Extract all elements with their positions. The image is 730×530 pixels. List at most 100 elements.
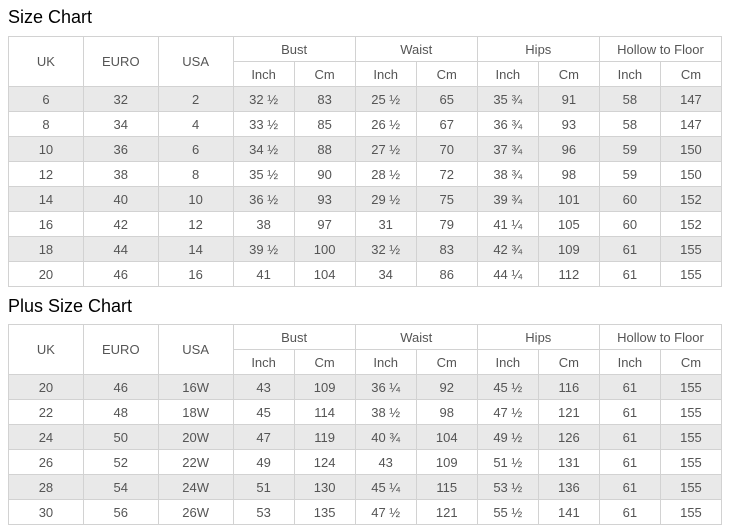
- table-cell: 90: [293, 161, 356, 187]
- table-cell: 109: [293, 374, 356, 400]
- table-cell: 24: [8, 424, 84, 450]
- table-cell: 6: [157, 136, 234, 162]
- table-cell: 116: [537, 374, 600, 400]
- table-cell: 45 ¼: [354, 474, 417, 500]
- table-cell: 56: [82, 499, 159, 525]
- table-cell: 124: [293, 449, 356, 475]
- table-cell: 61: [598, 499, 661, 525]
- column-header: USA: [157, 324, 234, 375]
- table-cell: 46: [82, 374, 159, 400]
- table-cell: 44 ¼: [476, 261, 539, 287]
- table-cell: 20W: [157, 424, 234, 450]
- table-row: 16 42 12 38 97 31 79 41 ¼ 105 60 152: [8, 211, 723, 237]
- table-cell: 104: [293, 261, 356, 287]
- table-cell: 67: [415, 111, 478, 137]
- table-cell: 38 ¾: [476, 161, 539, 187]
- table-cell: 45 ½: [476, 374, 539, 400]
- size-chart-section: Size Chart UK EURO USA Bust Waist Hips Hollow …: [8, 7, 723, 287]
- table-cell: 33 ½: [232, 111, 295, 137]
- column-subheader: Inch: [232, 349, 295, 375]
- column-subheader: Inch: [598, 61, 661, 87]
- table-cell: 10: [157, 186, 234, 212]
- table-body: 20 46 16W 43 109 36 ¼ 92 45 ½ 116 61 155 22 48 18W 45 1…: [8, 374, 723, 525]
- table-cell: 126: [537, 424, 600, 450]
- table-cell: 152: [659, 186, 723, 212]
- column-subheader: Inch: [476, 349, 539, 375]
- column-header: UK: [8, 324, 84, 375]
- table-row: 12 38 8 35 ½ 90 28 ½ 72 38 ¾ 98 59 150: [8, 161, 723, 187]
- table-cell: 32 ½: [232, 86, 295, 112]
- table-cell: 35 ¾: [476, 86, 539, 112]
- table-cell: 34: [354, 261, 417, 287]
- table-cell: 47: [232, 424, 295, 450]
- table-cell: 147: [659, 111, 723, 137]
- table-cell: 75: [415, 186, 478, 212]
- table-cell: 55 ½: [476, 499, 539, 525]
- table-cell: 27 ½: [354, 136, 417, 162]
- table-cell: 14: [8, 186, 84, 212]
- table-cell: 92: [415, 374, 478, 400]
- plus-size-chart-title: Plus Size Chart: [8, 296, 133, 316]
- table-cell: 155: [659, 499, 723, 525]
- table-cell: 98: [415, 399, 478, 425]
- table-cell: 65: [415, 86, 478, 112]
- table-cell: 16: [8, 211, 84, 237]
- table-cell: 61: [598, 374, 661, 400]
- table-cell: 26W: [157, 499, 234, 525]
- table-cell: 105: [537, 211, 600, 237]
- table-cell: 48: [82, 399, 159, 425]
- column-subheader: Cm: [537, 349, 600, 375]
- table-cell: 47 ½: [476, 399, 539, 425]
- column-header-group: Hollow to Floor: [598, 36, 723, 62]
- column-header-group: Hips: [476, 36, 600, 62]
- column-subheader: Cm: [415, 349, 478, 375]
- table-cell: 49 ½: [476, 424, 539, 450]
- table-cell: 60: [598, 186, 661, 212]
- table-cell: 150: [659, 136, 723, 162]
- table-cell: 88: [293, 136, 356, 162]
- table-cell: 50: [82, 424, 159, 450]
- table-cell: 22: [8, 399, 84, 425]
- table-cell: 58: [598, 111, 661, 137]
- table-cell: 36: [82, 136, 159, 162]
- header-row-units: Inch Cm Inch Cm Inch Cm Inch Cm: [9, 349, 723, 375]
- plus-size-chart-table: UK EURO USA Bust Waist Hips Hollow to Floor Inc…: [8, 324, 723, 525]
- column-header-group: Hollow to Floor: [598, 324, 723, 350]
- table-cell: 28: [8, 474, 84, 500]
- table-cell: 136: [537, 474, 600, 500]
- table-row: 24 50 20W 47 119 40 ¾ 104 49 ½ 126 61 155: [8, 424, 723, 450]
- column-header: USA: [157, 36, 234, 87]
- table-cell: 112: [537, 261, 600, 287]
- table-cell: 53: [232, 499, 295, 525]
- table-cell: 32 ½: [354, 236, 417, 262]
- table-cell: 39 ¾: [476, 186, 539, 212]
- table-cell: 26 ½: [354, 111, 417, 137]
- column-subheader: Inch: [476, 61, 539, 87]
- table-row: 28 54 24W 51 130 45 ¼ 115 53 ½ 136 61 155: [8, 474, 723, 500]
- column-header: UK: [8, 36, 84, 87]
- table-cell: 121: [415, 499, 478, 525]
- table-cell: 79: [415, 211, 478, 237]
- table-cell: 20: [8, 374, 84, 400]
- table-cell: 155: [659, 424, 723, 450]
- table-row: 10 36 6 34 ½ 88 27 ½ 70 37 ¾ 96 59 150: [8, 136, 723, 162]
- table-cell: 61: [598, 236, 661, 262]
- table-row: 14 40 10 36 ½ 93 29 ½ 75 39 ¾ 101 60 152: [8, 186, 723, 212]
- table-cell: 30: [8, 499, 84, 525]
- table-cell: 14: [157, 236, 234, 262]
- table-cell: 59: [598, 161, 661, 187]
- table-cell: 51 ½: [476, 449, 539, 475]
- table-cell: 40 ¾: [354, 424, 417, 450]
- table-cell: 61: [598, 261, 661, 287]
- table-cell: 12: [157, 211, 234, 237]
- table-cell: 72: [415, 161, 478, 187]
- table-cell: 155: [659, 261, 723, 287]
- table-cell: 41 ¼: [476, 211, 539, 237]
- table-cell: 115: [415, 474, 478, 500]
- table-cell: 114: [293, 399, 356, 425]
- table-row: 20 46 16W 43 109 36 ¼ 92 45 ½ 116 61 155: [8, 374, 723, 400]
- column-subheader: Cm: [293, 61, 356, 87]
- table-row: 18 44 14 39 ½ 100 32 ½ 83 42 ¾ 109 61 155: [8, 236, 723, 262]
- table-cell: 59: [598, 136, 661, 162]
- column-subheader: Cm: [659, 349, 723, 375]
